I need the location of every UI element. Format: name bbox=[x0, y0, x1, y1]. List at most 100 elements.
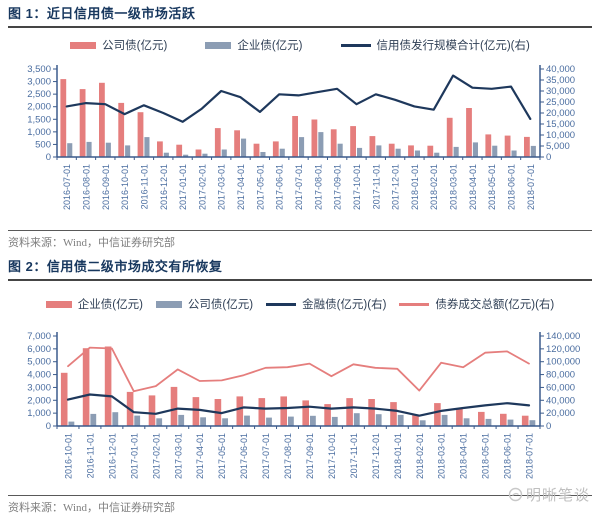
svg-text:2017-08-01: 2017-08-01 bbox=[313, 164, 323, 210]
svg-text:25,000: 25,000 bbox=[546, 97, 575, 108]
svg-text:40,000: 40,000 bbox=[546, 64, 575, 75]
svg-text:2018-03-01: 2018-03-01 bbox=[437, 433, 447, 479]
svg-text:2017-08-01: 2017-08-01 bbox=[283, 433, 293, 479]
legend-label: 公司债(亿元) bbox=[187, 299, 254, 311]
legend-label: 公司债(亿元) bbox=[102, 40, 168, 52]
legend-label: 信用债发行规模合计(亿元)(右) bbox=[376, 40, 530, 52]
svg-text:5,000: 5,000 bbox=[546, 141, 570, 152]
svg-text:10,000: 10,000 bbox=[546, 130, 575, 141]
svg-text:2018-06-01: 2018-06-01 bbox=[503, 433, 513, 479]
watermark-text: 明晰笔谈 bbox=[525, 487, 590, 504]
svg-text:2018-06-01: 2018-06-01 bbox=[507, 164, 517, 210]
svg-text:2018-03-01: 2018-03-01 bbox=[449, 164, 459, 210]
svg-text:2017-11-01: 2017-11-01 bbox=[349, 433, 359, 478]
svg-text:1,500: 1,500 bbox=[27, 114, 51, 125]
svg-text:2016-10-01: 2016-10-01 bbox=[120, 164, 130, 210]
svg-text:2017-01-01: 2017-01-01 bbox=[129, 433, 139, 479]
svg-text:0: 0 bbox=[46, 421, 51, 432]
svg-text:4,000: 4,000 bbox=[27, 370, 51, 381]
svg-text:2017-03-01: 2017-03-01 bbox=[217, 164, 227, 210]
svg-text:120,000: 120,000 bbox=[546, 344, 580, 355]
figure-1-source: 资料来源：Wind，中信证券研究部 bbox=[8, 237, 175, 249]
svg-text:2018-05-01: 2018-05-01 bbox=[487, 164, 497, 210]
svg-text:2017-12-01: 2017-12-01 bbox=[391, 164, 401, 210]
svg-text:40,000: 40,000 bbox=[546, 395, 575, 406]
svg-text:2017-09-01: 2017-09-01 bbox=[333, 164, 343, 210]
svg-text:2,000: 2,000 bbox=[27, 395, 51, 406]
svg-text:0: 0 bbox=[546, 152, 551, 163]
svg-text:2017-09-01: 2017-09-01 bbox=[305, 433, 315, 479]
svg-text:2,500: 2,500 bbox=[27, 89, 51, 100]
legend-bar-swatch bbox=[155, 300, 182, 308]
svg-text:2017-07-01: 2017-07-01 bbox=[261, 433, 271, 479]
svg-text:3,500: 3,500 bbox=[27, 64, 51, 75]
legend-item: 企业债(亿元) bbox=[205, 37, 303, 53]
svg-text:2017-02-01: 2017-02-01 bbox=[151, 433, 161, 479]
svg-text:2018-02-01: 2018-02-01 bbox=[415, 433, 425, 479]
svg-text:2016-11-01: 2016-11-01 bbox=[139, 164, 149, 209]
svg-text:15,000: 15,000 bbox=[546, 119, 575, 130]
svg-text:2017-03-01: 2017-03-01 bbox=[173, 433, 183, 479]
svg-text:2018-07-01: 2018-07-01 bbox=[526, 164, 536, 210]
legend-item: 信用债发行规模合计(亿元)(右) bbox=[340, 37, 530, 53]
figure-1-chart: 05001,0001,5002,0002,5003,0003,50005,000… bbox=[27, 64, 575, 210]
svg-text:7,000: 7,000 bbox=[27, 331, 51, 342]
svg-text:20,000: 20,000 bbox=[546, 408, 575, 419]
legend-line-swatch bbox=[266, 302, 297, 306]
svg-text:2017-10-01: 2017-10-01 bbox=[327, 433, 337, 479]
svg-text:60,000: 60,000 bbox=[546, 382, 575, 393]
figure-1-legend: 公司债(亿元) 企业债(亿元) 信用债发行规模合计(亿元)(右) bbox=[8, 38, 592, 52]
svg-text:0: 0 bbox=[46, 152, 51, 163]
watermark: 明晰笔谈 bbox=[508, 484, 590, 505]
svg-text:1,000: 1,000 bbox=[27, 408, 51, 419]
legend-label: 债券成交总额(亿元)(右) bbox=[435, 299, 555, 311]
svg-text:2016-10-01: 2016-10-01 bbox=[63, 433, 73, 479]
figure-2-source: 资料来源：Wind，中信证券研究部 bbox=[8, 502, 175, 514]
svg-text:2017-06-01: 2017-06-01 bbox=[275, 164, 285, 210]
svg-text:2017-02-01: 2017-02-01 bbox=[197, 164, 207, 210]
svg-text:2016-07-01: 2016-07-01 bbox=[62, 164, 72, 210]
svg-text:2017-06-01: 2017-06-01 bbox=[239, 433, 249, 479]
legend-bar-swatch bbox=[205, 41, 232, 49]
svg-text:2017-12-01: 2017-12-01 bbox=[371, 433, 381, 479]
svg-text:6,000: 6,000 bbox=[27, 344, 51, 355]
svg-text:2016-11-01: 2016-11-01 bbox=[85, 433, 95, 478]
svg-text:30,000: 30,000 bbox=[546, 86, 575, 97]
divider bbox=[8, 230, 592, 231]
svg-text:20,000: 20,000 bbox=[546, 108, 575, 119]
svg-text:5,000: 5,000 bbox=[27, 357, 51, 368]
svg-text:3,000: 3,000 bbox=[27, 77, 51, 88]
svg-text:0: 0 bbox=[546, 421, 551, 432]
svg-text:2018-05-01: 2018-05-01 bbox=[481, 433, 491, 479]
svg-text:100,000: 100,000 bbox=[546, 357, 580, 368]
divider bbox=[8, 495, 592, 496]
svg-text:2016-12-01: 2016-12-01 bbox=[107, 433, 117, 479]
svg-text:2017-11-01: 2017-11-01 bbox=[371, 164, 381, 209]
legend-label: 企业债(亿元) bbox=[237, 40, 303, 52]
svg-text:2017-05-01: 2017-05-01 bbox=[255, 164, 265, 210]
svg-text:2016-09-01: 2016-09-01 bbox=[101, 164, 111, 210]
legend-line-swatch bbox=[340, 43, 371, 47]
svg-text:2016-12-01: 2016-12-01 bbox=[159, 164, 169, 210]
figure-2-legend: 企业债(亿元) 公司债(亿元) 金融债(亿元)(右) 债券成交总额(亿元)(右) bbox=[8, 297, 592, 311]
legend-bar-swatch bbox=[45, 300, 72, 308]
legend-item: 企业债(亿元) bbox=[45, 296, 143, 312]
legend-item: 金融债(亿元)(右) bbox=[266, 296, 386, 312]
legend-label: 金融债(亿元)(右) bbox=[302, 299, 387, 311]
svg-text:2017-05-01: 2017-05-01 bbox=[217, 433, 227, 479]
svg-text:2016-08-01: 2016-08-01 bbox=[81, 164, 91, 210]
svg-text:2017-04-01: 2017-04-01 bbox=[236, 164, 246, 210]
svg-text:140,000: 140,000 bbox=[546, 331, 580, 342]
svg-text:2018-04-01: 2018-04-01 bbox=[459, 433, 469, 479]
legend-item: 公司债(亿元) bbox=[155, 296, 254, 312]
legend-line-swatch bbox=[399, 302, 430, 306]
svg-text:2017-10-01: 2017-10-01 bbox=[352, 164, 362, 210]
figure-2: 图 2：信用债二级市场成交有所恢复 企业债(亿元) 公司债(亿元) 金融债(亿元)(… bbox=[8, 259, 592, 515]
svg-text:1,000: 1,000 bbox=[27, 127, 51, 138]
watermark-logo-icon bbox=[508, 487, 523, 502]
svg-text:2018-01-01: 2018-01-01 bbox=[410, 164, 420, 210]
figure-1: 图 1：近日信用债一级市场活跃 公司债(亿元) 企业债(亿元) 信用债发行规模合计(… bbox=[8, 6, 592, 250]
legend-bar-swatch bbox=[70, 41, 97, 49]
